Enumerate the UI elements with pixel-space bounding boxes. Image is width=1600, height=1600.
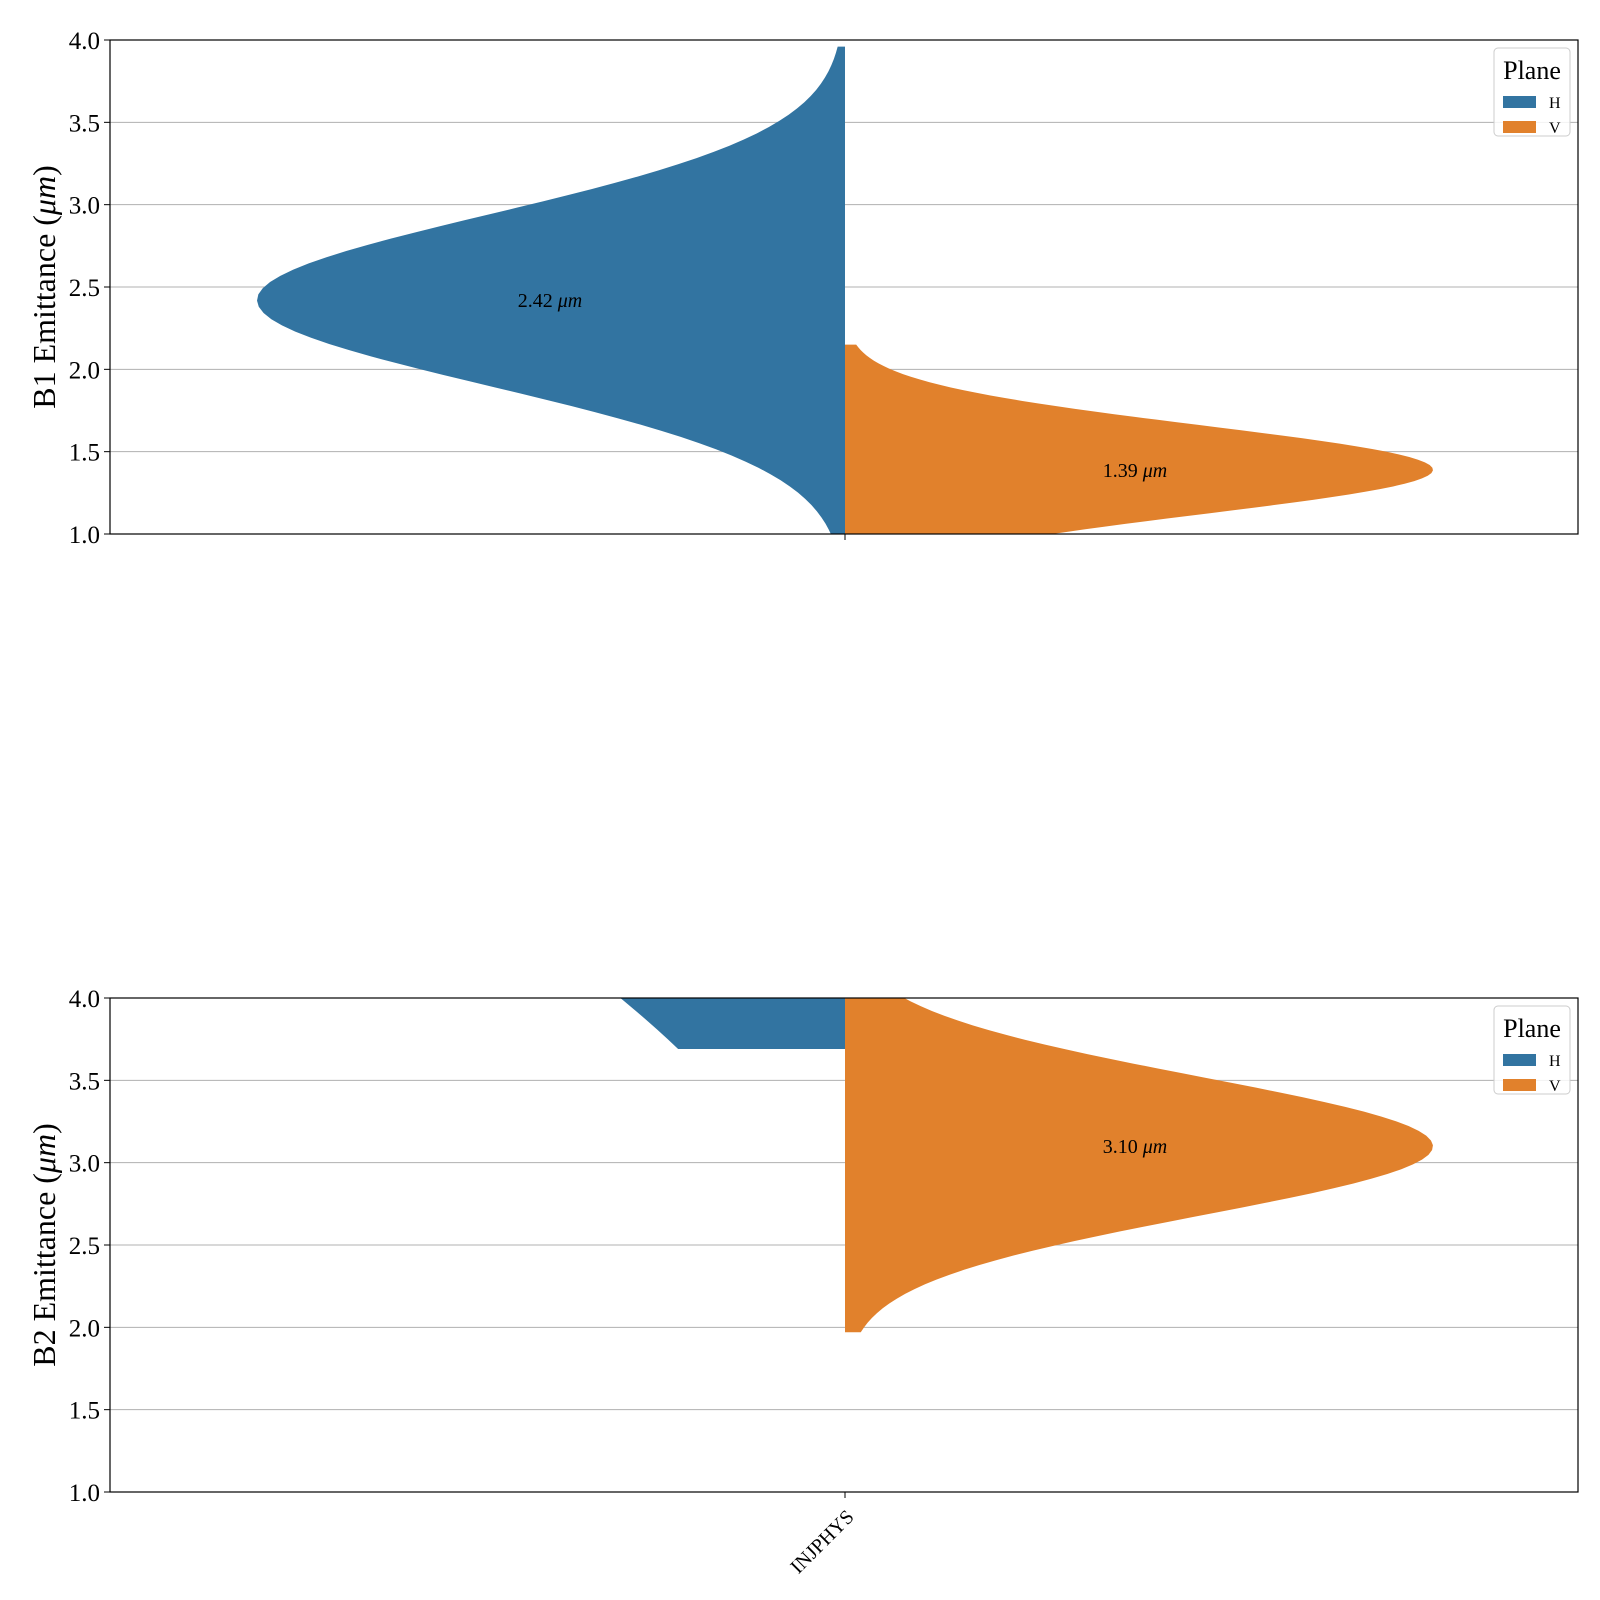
annotation-value: 2.42 [518,290,553,312]
b2-emittance-panel: 1.0 1.5 2.0 2.5 3.0 3.5 4.0 3.10 μm INJPHYS B2 Em… [26,986,1579,1578]
violin-v-plane [845,344,1433,534]
annotation-value: 1.39 [1103,460,1138,482]
y-tick-label: 4.0 [69,28,100,55]
y-tick-label: 2.5 [69,1233,100,1260]
legend-label-v: V [1549,1078,1561,1095]
y-tick-label: 1.5 [69,1398,100,1425]
y-tick-label: 3.5 [69,1068,100,1095]
y-tick-label: 3.5 [69,110,100,137]
annotation-unit: μm [1142,1136,1167,1158]
y-tick-label: 3.0 [69,1151,100,1178]
legend-swatch-v [1503,1079,1536,1091]
y-tick-label: 2.0 [69,357,100,384]
median-annotation: 2.42 μm [518,290,582,312]
violin-v-plane [845,998,1433,1333]
legend-swatch-v [1503,121,1536,133]
y-tick-label: 2.5 [69,275,100,302]
median-annotation: 3.10 μm [1103,1136,1167,1158]
y-tick-label: 1.0 [69,522,100,549]
legend: Plane HV [1493,47,1571,137]
legend-label-v: V [1549,120,1561,137]
y-tick-label: 3.0 [69,193,100,220]
annotation-value: 3.10 [1103,1136,1138,1158]
violin-h-plane [257,46,845,534]
b1-emittance-panel: 1.01.52.02.53.03.54.02.42 μm1.39 μm6.15 … [26,28,1579,549]
violin-group [257,46,1433,534]
legend-title: Plane [1503,56,1561,85]
y-axis-title: B1 Emittance (μm) [26,165,62,409]
legend-swatch-h [1503,1054,1536,1066]
annotation-unit: μm [1142,460,1167,482]
y-tick-label: 4.0 [69,986,100,1013]
legend-box [1493,1005,1571,1095]
legend-label-h: H [1549,95,1561,112]
annotation-unit: μm [557,290,582,312]
y-tick-label: 1.5 [69,440,100,467]
legend-swatch-h [1503,96,1536,108]
y-axis-title: B2 Emittance (μm) [26,1123,62,1367]
plot-frame [109,997,1579,1493]
median-annotation: 1.39 μm [1103,460,1167,482]
legend-label-h: H [1549,1053,1561,1070]
legend-title: Plane [1503,1014,1561,1043]
plot-frame [109,39,1579,535]
violin-group [620,998,1433,1333]
legend-box [1493,47,1571,137]
x-tick-label: INJPHYS [786,1506,858,1578]
y-tick-label: 1.0 [69,1480,100,1507]
y-tick-label: 2.0 [69,1315,100,1342]
legend: Plane HV [1493,1005,1571,1095]
violin-h-plane [620,998,845,1050]
